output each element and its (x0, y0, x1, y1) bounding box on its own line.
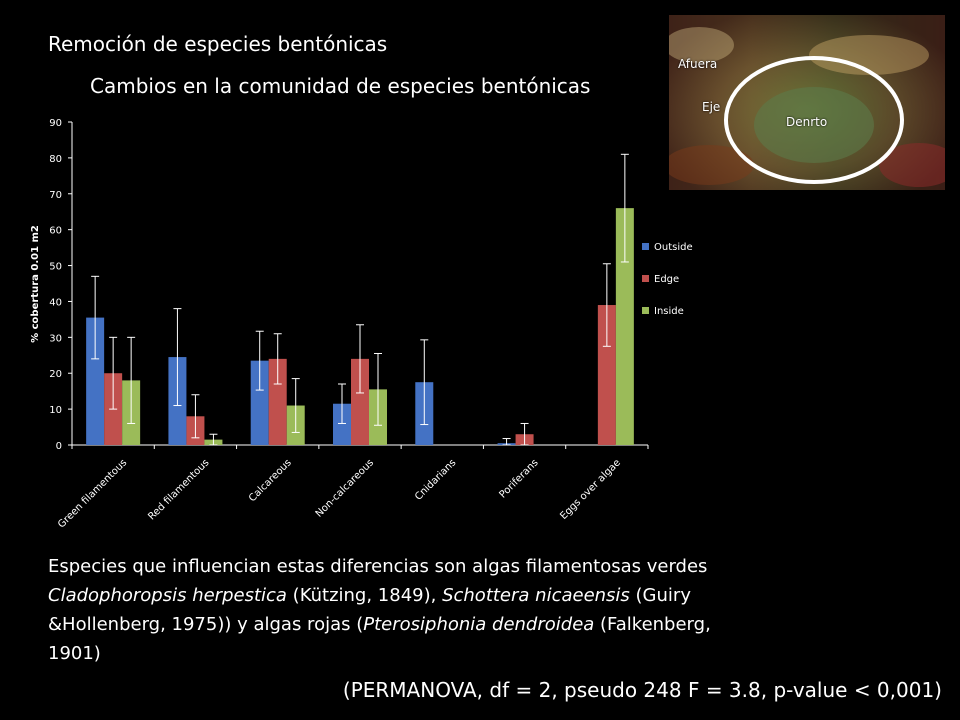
legend-label: Inside (654, 306, 684, 317)
y-tick-label: 0 (56, 441, 62, 452)
body-text-part: (Falkenberg, 1901) (48, 614, 711, 664)
slide-title: Remoción de especies bentónicas (48, 32, 388, 56)
legend-label: Outside (654, 242, 693, 253)
error-bar (620, 153, 629, 263)
body-text: Especies que influencian estas diferenci… (48, 552, 768, 668)
x-tick-label: Non-calcareous (314, 457, 376, 519)
x-tick-label: Poriferans (497, 457, 540, 500)
chart-title: Cambios en la comunidad de especies bent… (90, 74, 591, 98)
y-tick-label: 60 (49, 226, 62, 237)
bar-outside (250, 360, 269, 445)
body-text-part: Especies que influencian estas diferenci… (48, 556, 708, 577)
legend-swatch (642, 275, 649, 282)
photo-label-edge: Eje (702, 100, 721, 114)
bar-edge (268, 358, 287, 445)
error-bar (209, 433, 218, 446)
y-tick-label: 90 (49, 118, 62, 129)
chart-legend: Outside Edge Inside (642, 242, 693, 317)
error-bar (191, 394, 200, 439)
bar-chart: 0 10 20 30 40 50 60 70 80 90 Green filamentous Red… (30, 118, 693, 531)
error-bar (338, 383, 346, 424)
error-bar (374, 352, 382, 426)
x-tick-labels: Green filamentous Red filamentous Calcareo… (56, 457, 623, 530)
x-tick-label: Calcareous (247, 457, 294, 504)
body-text-part: (Guiry &Hollenberg, 1975)) y algas rojas… (48, 585, 691, 635)
error-bar (502, 438, 511, 446)
error-bar (520, 422, 529, 446)
error-bar (255, 330, 264, 391)
x-tick-label: Green filamentous (56, 457, 129, 530)
error-bar (91, 275, 100, 360)
bar-edge (597, 305, 616, 445)
species-name: Schottera nicaeensis (442, 585, 630, 606)
chart-axes (68, 121, 649, 449)
y-tick-label: 50 (49, 262, 62, 273)
bar-inside (615, 208, 634, 445)
reef-photo-image (669, 15, 945, 190)
species-name: Cladophoropsis herpestica (48, 585, 287, 606)
error-bar (109, 336, 118, 410)
statistics-note: (PERMANOVA, df = 2, pseudo 248 F = 3.8, … (342, 678, 942, 702)
x-tick-label: Eggs over algae (558, 457, 623, 522)
y-tick-label: 70 (49, 190, 62, 201)
bar-outside (86, 317, 105, 445)
error-bar (173, 308, 182, 407)
y-tick-label: 20 (49, 369, 62, 380)
legend-label: Edge (654, 274, 679, 285)
y-tick-label: 30 (49, 333, 62, 344)
legend-swatch (642, 243, 649, 250)
y-tick-labels: 0 10 20 30 40 50 60 70 80 90 (49, 118, 62, 452)
error-bar (127, 336, 136, 424)
error-bar (602, 263, 611, 347)
y-axis-label: % cobertura 0.01 m2 (30, 225, 41, 343)
y-tick-label: 40 (49, 297, 62, 308)
species-name: Pterosiphonia dendroidea (363, 614, 595, 635)
body-text-part: (Kützing, 1849), (286, 585, 443, 606)
photo-label-outside: Afuera (678, 57, 718, 71)
photo-label-inside: Denrto (786, 115, 828, 129)
legend-swatch (642, 307, 649, 314)
error-bar (291, 378, 300, 433)
x-tick-label: Cnidarians (413, 457, 458, 502)
error-bar (420, 339, 429, 426)
error-bar (356, 324, 364, 394)
survey-ring (724, 56, 904, 184)
error-bar (273, 333, 282, 385)
y-tick-label: 80 (49, 154, 62, 165)
bar-edge (351, 358, 369, 445)
y-tick-label: 10 (49, 405, 62, 416)
x-tick-label: Red filamentous (146, 457, 211, 522)
chart-error-bars (91, 153, 629, 446)
reef-photo: Afuera Eje Denrto (669, 15, 945, 190)
bar-outside (333, 403, 351, 445)
